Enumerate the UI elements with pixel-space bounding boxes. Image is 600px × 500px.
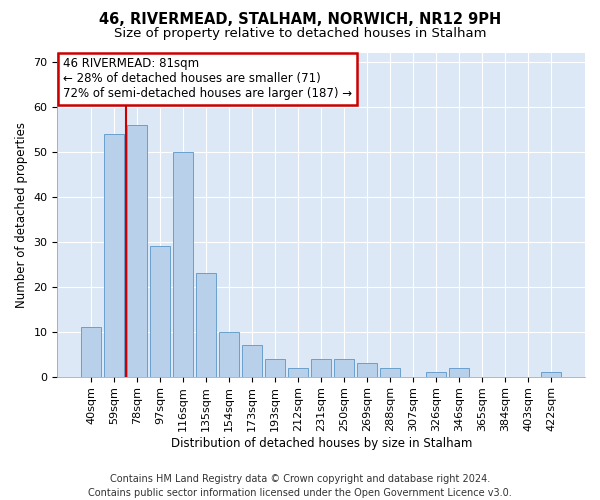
Bar xyxy=(196,273,216,376)
Bar xyxy=(82,327,101,376)
Text: Contains HM Land Registry data © Crown copyright and database right 2024.
Contai: Contains HM Land Registry data © Crown c… xyxy=(88,474,512,498)
Bar xyxy=(127,124,147,376)
Bar xyxy=(151,246,170,376)
X-axis label: Distribution of detached houses by size in Stalham: Distribution of detached houses by size … xyxy=(170,437,472,450)
Bar xyxy=(242,345,262,376)
Bar xyxy=(380,368,400,376)
Bar xyxy=(334,358,354,376)
Bar xyxy=(358,363,377,376)
Bar xyxy=(427,372,446,376)
Bar xyxy=(104,134,124,376)
Text: 46 RIVERMEAD: 81sqm
← 28% of detached houses are smaller (71)
72% of semi-detach: 46 RIVERMEAD: 81sqm ← 28% of detached ho… xyxy=(62,58,352,100)
Bar xyxy=(173,152,193,376)
Bar xyxy=(265,358,285,376)
Bar xyxy=(541,372,561,376)
Y-axis label: Number of detached properties: Number of detached properties xyxy=(15,122,28,308)
Bar xyxy=(311,358,331,376)
Bar xyxy=(289,368,308,376)
Text: Size of property relative to detached houses in Stalham: Size of property relative to detached ho… xyxy=(114,28,486,40)
Bar xyxy=(220,332,239,376)
Text: 46, RIVERMEAD, STALHAM, NORWICH, NR12 9PH: 46, RIVERMEAD, STALHAM, NORWICH, NR12 9P… xyxy=(99,12,501,28)
Bar xyxy=(449,368,469,376)
